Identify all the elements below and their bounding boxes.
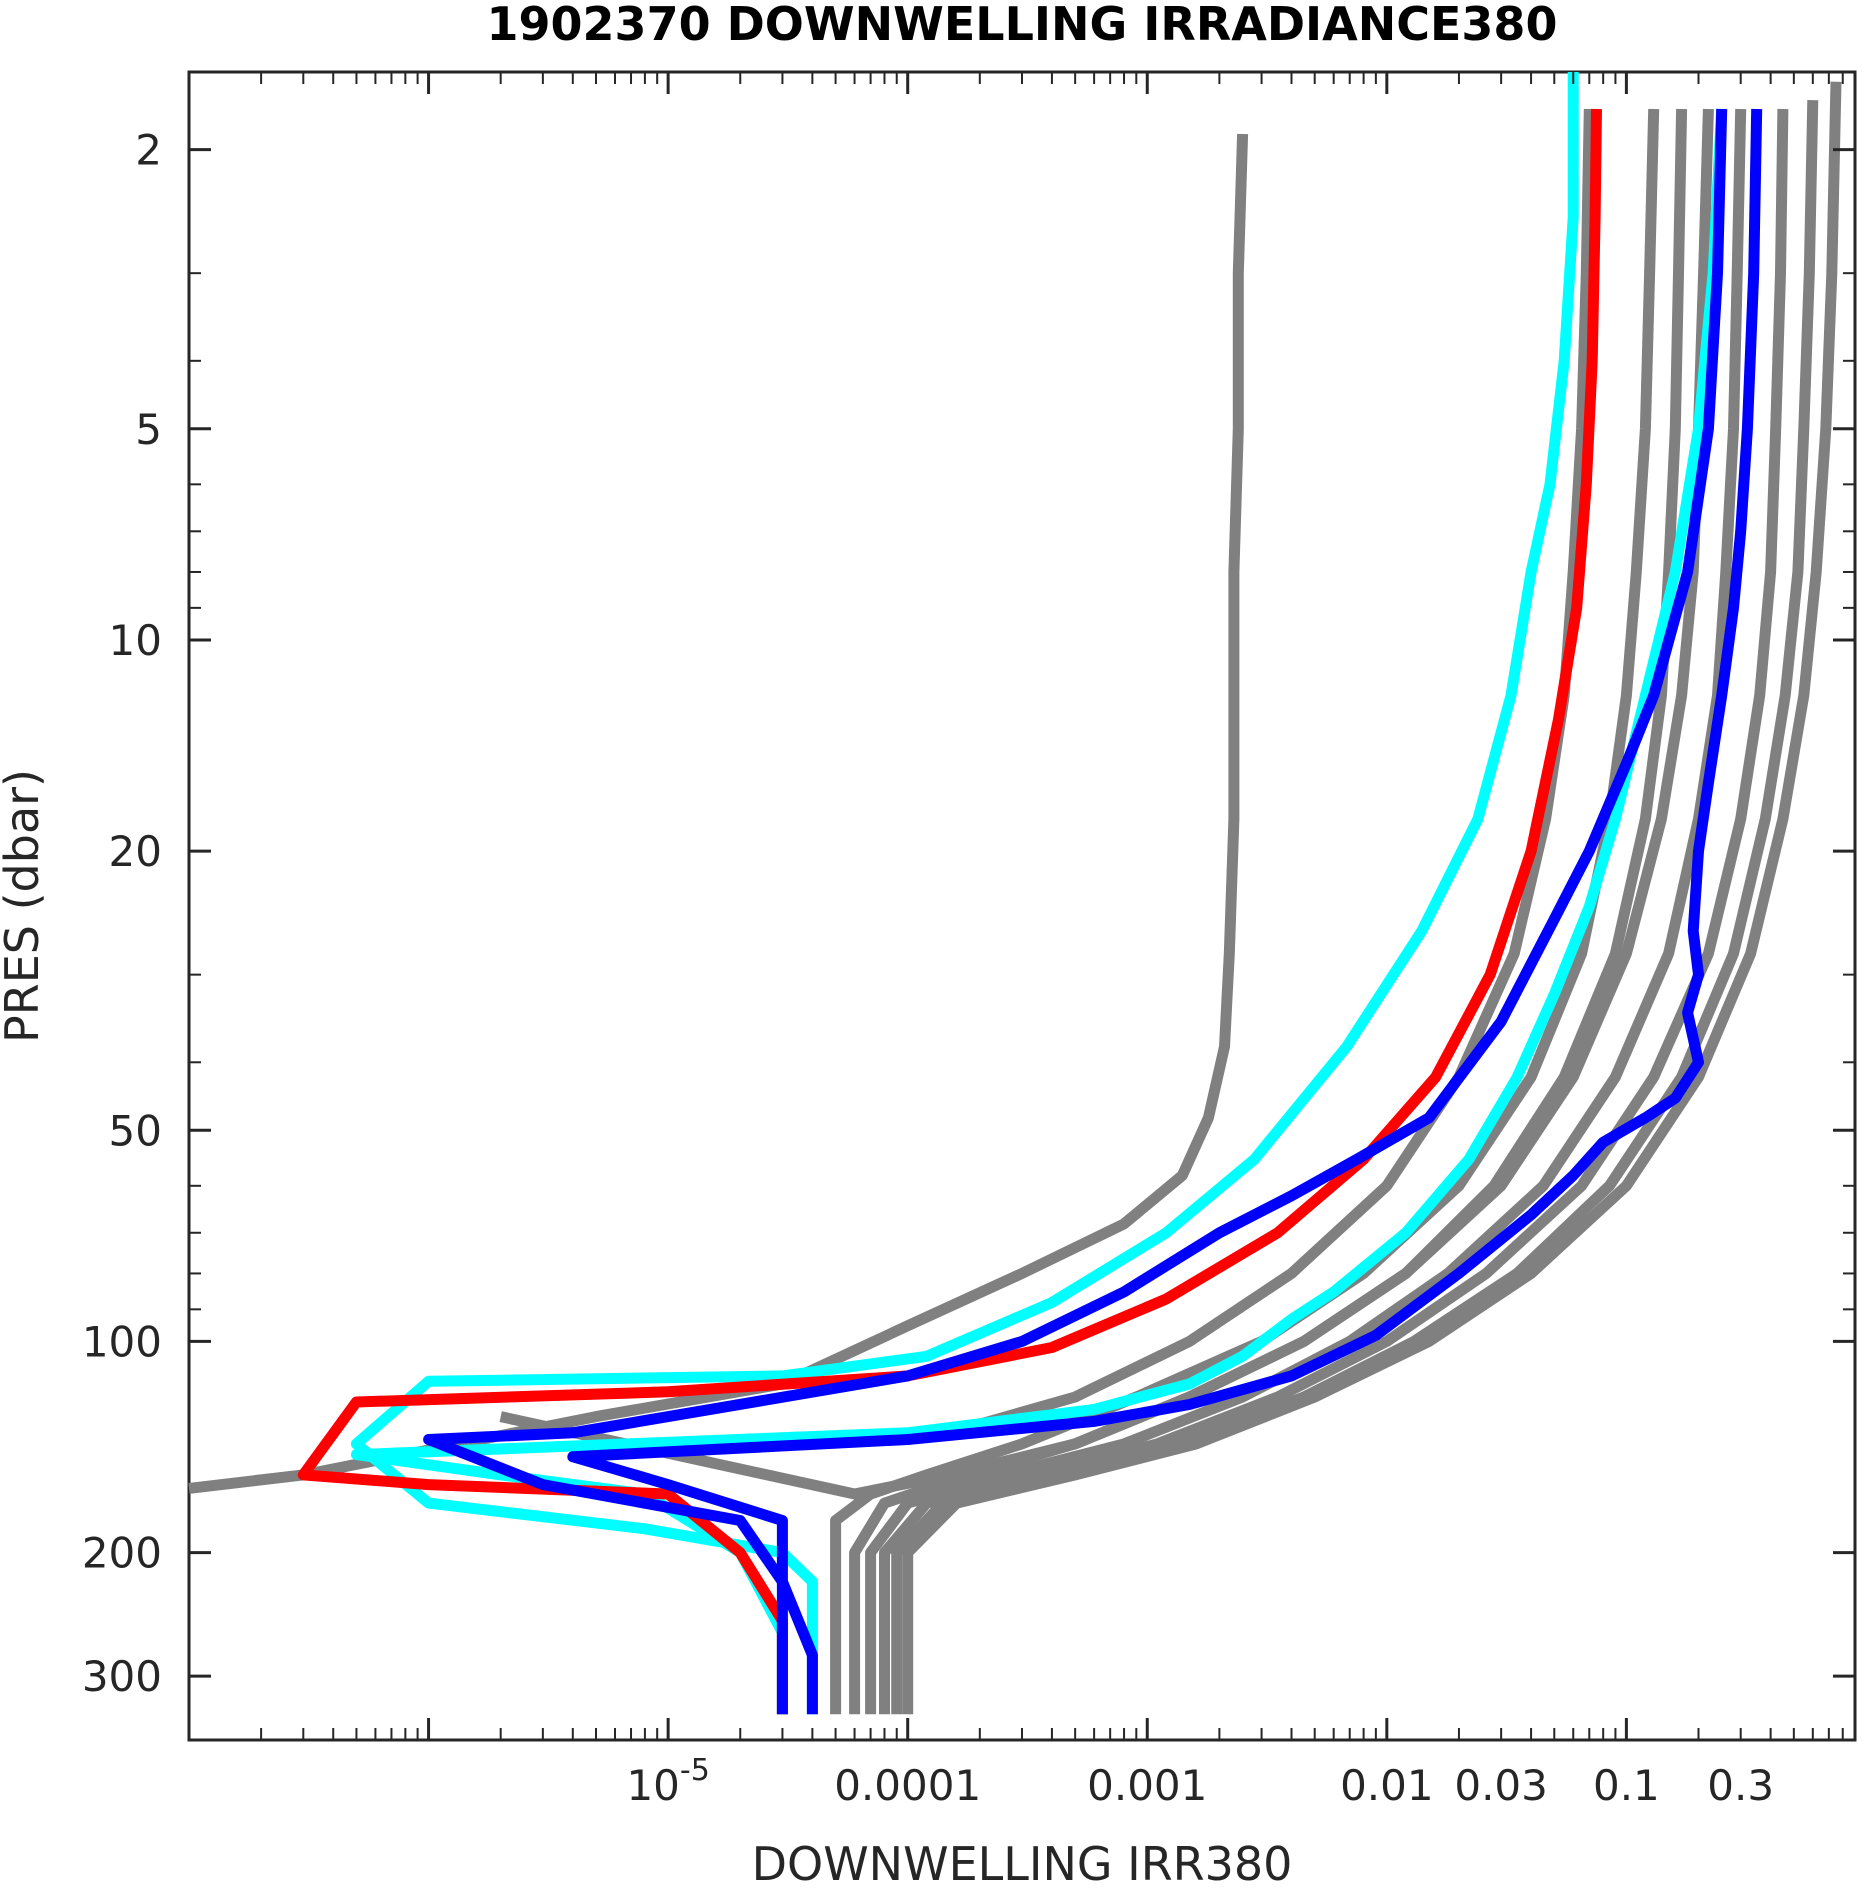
y-tick-label: 2 <box>135 126 162 175</box>
y-tick-label: 20 <box>109 827 162 876</box>
x-tick-label: 0.0001 <box>834 1761 981 1810</box>
y-tick-label: 200 <box>82 1529 162 1578</box>
x-tick-label: 0.001 <box>1087 1761 1207 1810</box>
x-tick-label: 0.3 <box>1707 1761 1774 1810</box>
series-line-gray-3 <box>865 108 1747 1715</box>
series-line-gray-4 <box>879 108 1789 1715</box>
y-tick-label: 5 <box>135 405 162 454</box>
series-line-gray-8 <box>499 108 1714 1500</box>
series-line-gray-7 <box>902 81 1842 1715</box>
series-line-gray-5 <box>891 99 1819 1715</box>
x-tick-label: 0.01 <box>1340 1761 1434 1810</box>
series-line-gray-0 <box>188 133 1249 1494</box>
x-axis-label: DOWNWELLING IRR380 <box>752 1837 1293 1891</box>
x-axis-ticks: 10-5 0.0001 0.001 0.01 0.03 0.1 0.3 <box>187 72 1856 1810</box>
series-layer <box>188 72 1842 1715</box>
y-axis-label: PRES (dbar) <box>0 769 49 1043</box>
y-tick-label: 50 <box>109 1106 162 1155</box>
x-tick-label: 0.1 <box>1593 1761 1660 1810</box>
series-line-blue-12 <box>567 108 1763 1715</box>
y-tick-label: 10 <box>109 616 162 665</box>
x-tick-label: 10-5 <box>626 1753 709 1810</box>
y-tick-label: 300 <box>82 1652 162 1701</box>
chart-title: 1902370 DOWNWELLING IRRADIANCE380 <box>487 0 1558 51</box>
y-axis-ticks: 2 5 10 20 50 100 200 300 <box>82 126 1855 1701</box>
y-tick-label: 100 <box>82 1317 162 1366</box>
series-line-blue-13 <box>423 108 1728 1715</box>
x-tick-label: 0.03 <box>1454 1761 1548 1810</box>
